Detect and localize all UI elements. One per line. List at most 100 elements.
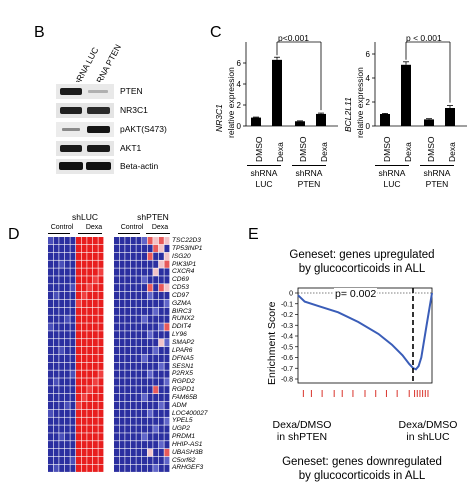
heatmap-cell bbox=[53, 370, 59, 378]
heatmap-cell bbox=[125, 244, 131, 253]
heatmap-cell bbox=[136, 307, 142, 315]
heatmap-cell bbox=[92, 284, 98, 292]
heatmap-cell bbox=[53, 386, 59, 394]
heatmap-cell bbox=[142, 276, 147, 284]
heatmap-cell bbox=[164, 448, 170, 457]
heatmap-cell bbox=[48, 331, 53, 339]
heatmap-cell bbox=[81, 315, 87, 323]
heatmap-cell bbox=[64, 331, 70, 339]
heatmap-cell bbox=[119, 323, 125, 331]
heatmap-cell bbox=[153, 362, 159, 370]
heatmap-cell bbox=[136, 354, 142, 362]
gsea-y-tick-label: -0.4 bbox=[281, 334, 293, 341]
heatmap-cell bbox=[98, 268, 104, 276]
heatmap-cell bbox=[164, 268, 170, 276]
heatmap-cell bbox=[59, 323, 65, 331]
heatmap-cell bbox=[64, 362, 70, 370]
heatmap-cell bbox=[142, 331, 147, 339]
heatmap-cell bbox=[92, 260, 98, 268]
heatmap-cell bbox=[158, 291, 164, 300]
heatmap-cell bbox=[70, 299, 76, 308]
heatmap-cell bbox=[114, 291, 119, 300]
heatmap-cell bbox=[114, 252, 119, 260]
heatmap-cell bbox=[136, 441, 142, 449]
bar-right-group-1: shRNA LUC bbox=[378, 168, 406, 189]
heatmap-gene-label: TSC22D3 bbox=[172, 237, 201, 244]
bar bbox=[251, 117, 261, 126]
heatmap-cell bbox=[130, 276, 136, 284]
bar-right-xtick-3: DMSO bbox=[426, 136, 436, 163]
heatmap-cell bbox=[53, 284, 59, 292]
heatmap-cell bbox=[98, 394, 104, 402]
heatmap-cell bbox=[98, 464, 104, 472]
heatmap-cell bbox=[136, 409, 142, 417]
heatmap-cell bbox=[92, 244, 98, 253]
heatmap-cell bbox=[125, 386, 131, 394]
heatmap-cell bbox=[125, 448, 131, 457]
heatmap-cell bbox=[142, 394, 147, 402]
heatmap-cell bbox=[153, 268, 159, 276]
heatmap-cell bbox=[48, 354, 53, 362]
heatmap-cell bbox=[76, 315, 81, 323]
heatmap-cell bbox=[70, 346, 76, 355]
heatmap-cell bbox=[70, 409, 76, 417]
heatmap-cell bbox=[114, 378, 119, 386]
heatmap-cell bbox=[119, 315, 125, 323]
heatmap-gene-label: CD97 bbox=[172, 291, 189, 299]
heatmap-cell bbox=[53, 417, 59, 425]
heatmap-cell bbox=[125, 362, 131, 370]
heatmap-cell bbox=[81, 331, 87, 339]
heatmap-cell bbox=[48, 425, 53, 433]
heatmap-gene-label: DFNA5 bbox=[172, 354, 194, 362]
heatmap-cell bbox=[64, 464, 70, 472]
heatmap-cell bbox=[48, 386, 53, 394]
heatmap-cell bbox=[164, 378, 170, 386]
heatmap-gene-label: LOC400027 bbox=[172, 409, 208, 417]
heatmap-cell bbox=[130, 401, 136, 410]
heatmap-cell bbox=[147, 284, 153, 292]
heatmap-cell bbox=[64, 370, 70, 378]
heatmap-cell bbox=[114, 276, 119, 284]
heatmap-cell bbox=[48, 244, 53, 253]
bar-chart-left: 0 2 4 6 bbox=[237, 41, 338, 131]
heatmap-cell bbox=[147, 394, 153, 402]
heatmap-cell bbox=[119, 237, 125, 245]
gsea-y-tick-label: -0.2 bbox=[281, 312, 293, 319]
heatmap-cell bbox=[119, 307, 125, 315]
heatmap-cell bbox=[164, 252, 170, 260]
heatmap-cell bbox=[147, 386, 153, 394]
heatmap-cell bbox=[98, 448, 104, 457]
heatmap-cell bbox=[98, 433, 104, 441]
panel-label-e: E bbox=[248, 226, 259, 243]
heatmap-cell bbox=[142, 386, 147, 394]
heatmap-cell bbox=[153, 448, 159, 457]
heatmap-cell bbox=[87, 237, 93, 245]
heatmap-cell bbox=[119, 448, 125, 457]
heatmap-cell bbox=[136, 417, 142, 425]
heatmap-cell bbox=[70, 268, 76, 276]
heatmap-cell bbox=[164, 464, 170, 472]
heatmap-cell bbox=[64, 354, 70, 362]
western-blot-image bbox=[56, 82, 116, 176]
heatmap-cell bbox=[64, 448, 70, 457]
heatmap-cell bbox=[70, 315, 76, 323]
heatmap-cell bbox=[136, 362, 142, 370]
heatmap-cell bbox=[130, 307, 136, 315]
heatmap-cell bbox=[153, 370, 159, 378]
heatmap-cell bbox=[59, 307, 65, 315]
heatmap-cell bbox=[48, 409, 53, 417]
heatmap-gene-label: TP53INP1 bbox=[172, 244, 203, 252]
bar bbox=[316, 113, 326, 126]
heatmap-cell bbox=[81, 354, 87, 362]
heatmap-cell bbox=[81, 252, 87, 260]
heatmap-cell bbox=[130, 315, 136, 323]
heatmap-cell bbox=[53, 456, 59, 465]
heatmap-cell bbox=[53, 252, 59, 260]
heatmap-cell bbox=[76, 401, 81, 410]
heatmap-cell bbox=[70, 433, 76, 441]
heatmap-cell bbox=[119, 299, 125, 308]
heatmap-cell bbox=[130, 284, 136, 292]
gsea-left-label: Dexa/DMSO in shPTEN bbox=[272, 419, 332, 443]
heatmap-cell bbox=[164, 260, 170, 268]
heatmap-cell bbox=[64, 323, 70, 331]
